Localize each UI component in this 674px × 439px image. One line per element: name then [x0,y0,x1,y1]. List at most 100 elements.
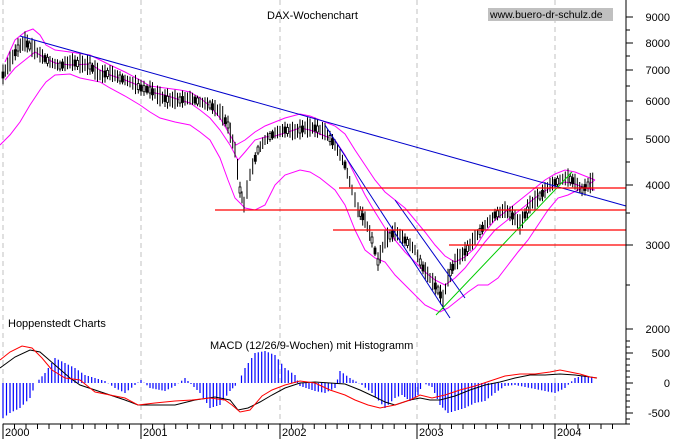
y-tick-label: 7000 [646,65,670,77]
candle-body [436,286,440,294]
y-tick-label: 9000 [646,12,670,24]
bollinger-bands [0,28,596,313]
candle-body [418,258,422,266]
chart-title: DAX-Wochenchart [267,10,358,22]
candle-body [268,133,272,140]
watermark-background [488,8,613,21]
candle-body [106,70,109,77]
candle-body [28,42,32,50]
candle-body [376,258,380,266]
candle-body [568,175,572,183]
candle-body [256,146,260,154]
candle-body [313,124,317,132]
candle-body [463,248,467,256]
candle-body [286,127,289,134]
y-tick-label: 8000 [646,38,670,50]
candle-body [478,228,482,235]
candle-body [448,269,452,277]
candle-body [253,154,257,162]
uptrend-2003 [435,171,573,316]
candle-body [46,56,49,64]
watermark-text: www.buero-dr-schulz.de [489,9,603,21]
candle-body [1,71,5,79]
candle-body [403,236,407,244]
candle-body [16,44,20,52]
candle-body [76,60,79,67]
y-tick-label: 5000 [646,134,670,146]
candle-body [538,192,542,200]
candle-body [223,117,227,125]
y-tick-label: 3000 [646,240,670,252]
horizontal-levels [215,187,626,246]
candle-body [238,186,242,194]
candle-body [451,263,455,271]
candle-body [151,88,154,96]
bollinger-lower [0,73,596,313]
candle-body [121,75,124,83]
source-label: Hoppenstedt Charts [8,318,106,330]
macd-histogram [2,351,593,418]
downtrend-channel-lower [394,199,466,299]
price-candlesticks [1,31,594,310]
x-axis-ticks: 2000 2001 2002 2003 2004 [2,424,613,439]
candle-body [271,131,274,139]
candle-body [370,236,374,244]
year-label: 2001 [143,427,167,439]
candle-body [181,96,184,103]
candle-body [301,125,304,133]
candle-body [541,189,544,197]
candle-body [208,101,212,109]
candle-body [556,177,559,185]
candle-body [511,212,514,220]
candle-body [196,97,199,105]
candle-body [391,230,394,238]
candle-body [178,96,182,104]
candle-body [88,62,92,70]
candle-body [211,103,214,111]
candle-body [373,247,377,255]
year-label: 2002 [282,427,306,439]
candle-body [118,74,122,82]
y-tick-label: -500 [648,408,670,420]
macd-title: MACD (12/26/9-Wochen) mit Histogramm [210,340,413,352]
candle-body [439,291,442,299]
candle-body [316,125,319,133]
candle-body [298,126,302,134]
candle-body [586,181,590,189]
macd-line [0,345,598,413]
candle-body [523,211,527,219]
y-tick-label: 500 [652,348,670,360]
macd-signal-line [0,349,598,411]
candle-body [43,55,47,62]
candle-body [166,95,169,103]
candle-body [61,61,64,69]
candle-body [466,245,469,252]
candle-body [139,84,143,92]
candle-body [145,85,149,93]
long-term-downtrend [19,35,627,207]
candle-body [388,232,392,240]
candle-body [283,126,287,134]
candle-body [25,40,29,48]
candle-body [571,177,575,185]
candle-body [328,135,332,142]
candle-body [91,64,94,72]
candle-body [142,85,146,93]
candle-body [421,264,425,272]
candle-body [226,121,230,129]
candle-body [496,210,499,218]
candle-body [343,161,347,169]
year-gridlines [2,0,556,424]
y-tick-label: 0 [664,378,670,390]
candle-body [136,83,140,90]
candle-body [193,96,197,104]
bollinger-upper [4,28,596,263]
candle-body [103,70,107,78]
year-label: 2000 [5,427,29,439]
downtrend-channel-upper [324,124,451,319]
y-tick-label: 2000 [646,324,670,336]
candle-body [331,138,334,146]
candle-body [580,186,584,194]
year-label: 2003 [419,427,443,439]
